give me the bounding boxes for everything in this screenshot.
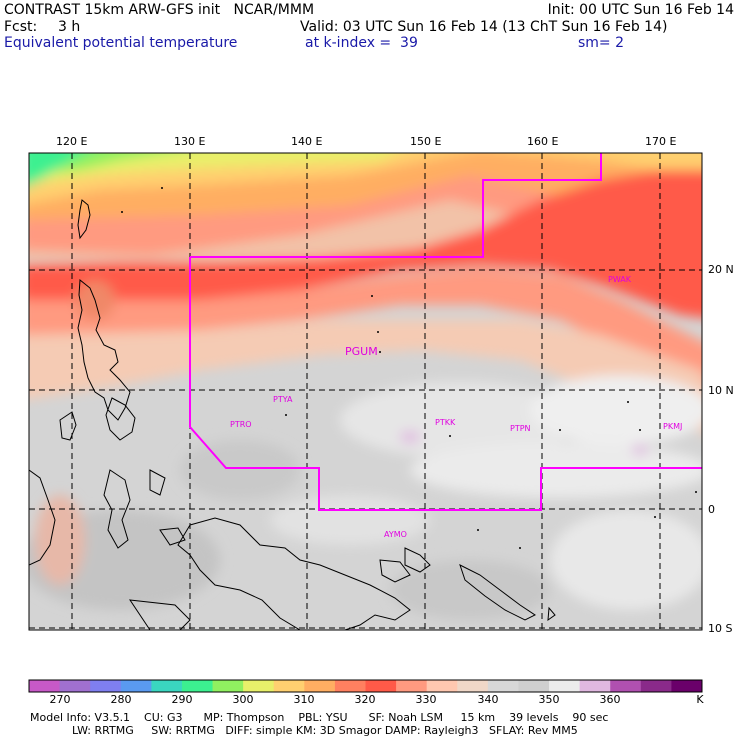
- colorbar-label: 290: [171, 693, 193, 706]
- colorbar-label: 330: [415, 693, 437, 706]
- lon-label: 120 E: [56, 135, 88, 148]
- lat-label: 10 N: [708, 384, 734, 397]
- smoothing-info: sm= 2: [578, 35, 625, 51]
- model-info-line1: Model Info: V3.5.1 CU: G3 MP: Thompson P…: [30, 711, 609, 724]
- lon-label: 160 E: [527, 135, 559, 148]
- lat-label: 10 S: [708, 622, 733, 635]
- colorbar-swatch: [304, 680, 336, 692]
- colorbar-label: 310: [293, 693, 315, 706]
- model-info-line2: LW: RRTMG SW: RRTMG DIFF: simple KM: 3D …: [30, 724, 578, 737]
- colorbar-swatch: [243, 680, 275, 692]
- island-coast: [547, 606, 556, 622]
- colorbar-swatch: [151, 680, 183, 692]
- theta-e-field: [29, 153, 702, 630]
- palawan-coast: [59, 411, 77, 441]
- model-title: CONTRAST 15km ARW-GFS init NCAR/MMM: [4, 2, 315, 18]
- colorbar-label: 340: [477, 693, 499, 706]
- field-name: Equivalent potential temperature: [4, 35, 238, 51]
- lat-label: 20 N: [708, 263, 734, 276]
- lon-label: 140 E: [291, 135, 323, 148]
- colorbar-swatch: [396, 680, 428, 692]
- colorbar-swatch: [671, 680, 703, 692]
- new-guinea-coast: [177, 517, 411, 630]
- level-info: at k-index = 39: [305, 35, 418, 51]
- lon-label: 150 E: [410, 135, 442, 148]
- small-islands: [121, 187, 697, 549]
- colorbar-label: 320: [354, 693, 376, 706]
- australia-coast: [128, 599, 191, 630]
- colorbar-swatch: [426, 680, 458, 692]
- borneo-coast: [29, 469, 56, 566]
- new-britain-coast: [379, 559, 411, 583]
- colorbar-label: 300: [232, 693, 254, 706]
- colorbar-label: 360: [599, 693, 621, 706]
- init-time: Init: 00 UTC Sun 16 Feb 14: [547, 2, 734, 18]
- colorbar-label: 270: [49, 693, 71, 706]
- colorbar-swatch: [29, 680, 61, 692]
- sulawesi-coast: [103, 469, 131, 549]
- colorbar-label: 350: [538, 693, 560, 706]
- colorbar-swatch: [518, 680, 550, 692]
- lat-label: 0: [708, 503, 715, 516]
- taiwan-coast: [77, 199, 91, 240]
- station-label: PTYA: [273, 395, 293, 404]
- lon-label: 130 E: [174, 135, 206, 148]
- colorbar-swatch: [487, 680, 519, 692]
- forecast-label: Fcst:: [4, 19, 38, 35]
- colorbar-swatch: [334, 680, 366, 692]
- station-label: PGUM: [345, 345, 378, 358]
- station-label: PTKK: [435, 418, 456, 427]
- station-label: PTPN: [510, 424, 531, 433]
- colorbar-swatch: [579, 680, 611, 692]
- station-label: PKMJ: [663, 422, 682, 431]
- colorbar-unit: K: [696, 693, 704, 706]
- station-label: PWAK: [608, 275, 632, 284]
- colorbar-swatch: [610, 680, 642, 692]
- forecast-hour: 3 h: [58, 19, 81, 35]
- lon-label: 170 E: [645, 135, 677, 148]
- colorbar-swatch: [365, 680, 397, 692]
- valid-time: Valid: 03 UTC Sun 16 Feb 14 (13 ChT Sun …: [300, 19, 668, 35]
- bird-head-coast: [159, 527, 186, 546]
- solomon-coast: [459, 564, 536, 621]
- station-label: PTRO: [230, 420, 252, 429]
- colorbar-swatch: [120, 680, 152, 692]
- mindanao-coast: [105, 397, 136, 441]
- colorbar-swatch: [212, 680, 244, 692]
- colorbar-swatch: [549, 680, 581, 692]
- colorbar-swatch: [59, 680, 91, 692]
- colorbar-swatch: [457, 680, 489, 692]
- colorbar-frame: [28, 679, 703, 693]
- philippines-coast: [77, 279, 131, 421]
- colorbar-swatch: [90, 680, 122, 692]
- map-frame: [28, 152, 703, 631]
- colorbar-swatch: [273, 680, 305, 692]
- colorbar: [28, 679, 703, 693]
- nested-domain-outline: [189, 153, 702, 511]
- colorbar-swatch: [181, 680, 214, 692]
- colorbar-label: 280: [110, 693, 132, 706]
- station-label: AYMO: [384, 530, 407, 539]
- lat-lon-grid: [29, 153, 702, 630]
- halmahera-coast: [149, 469, 166, 496]
- colorbar-swatch: [640, 680, 672, 692]
- coastlines: [29, 199, 556, 630]
